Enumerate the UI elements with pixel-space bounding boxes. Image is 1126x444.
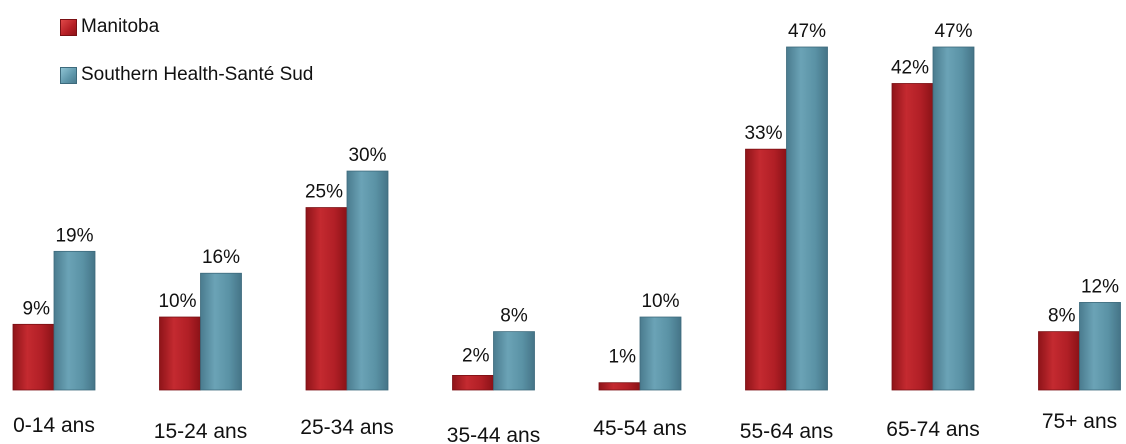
value-label-manitoba-7: 8%: [1048, 306, 1076, 327]
bar-manitoba-2: [305, 207, 348, 391]
bar-southern-health-5: [786, 46, 828, 391]
value-label-southern-health-7: 12%: [1081, 276, 1119, 297]
x-tick-label-3: 35-44 ans: [447, 424, 540, 444]
bar-southern-health-0: [53, 250, 96, 391]
value-label-southern-health-0: 19%: [55, 225, 93, 246]
value-label-manitoba-4: 1%: [609, 347, 637, 368]
legend-label-manitoba: Manitoba: [81, 16, 160, 37]
x-tick-label-6: 65-74 ans: [886, 418, 979, 441]
x-tick-label-2: 25-34 ans: [300, 416, 393, 439]
value-label-manitoba-5: 33%: [744, 123, 782, 144]
bar-manitoba-7: [1038, 331, 1080, 391]
value-label-southern-health-6: 47%: [934, 21, 972, 42]
value-label-southern-health-5: 47%: [788, 21, 826, 42]
bar-manitoba-5: [745, 148, 787, 391]
bar-southern-health-4: [639, 316, 682, 391]
bars-group: [12, 46, 1121, 391]
x-tick-label-4: 45-54 ans: [593, 417, 686, 440]
x-tick-label-7: 75+ ans: [1042, 410, 1117, 433]
value-labels-group: 9%19%10%16%25%30%2%8%1%10%33%47%42%47%8%…: [23, 21, 1120, 368]
legend-item-manitoba: Manitoba: [60, 14, 313, 40]
value-label-southern-health-3: 8%: [500, 306, 528, 327]
legend-swatch-manitoba: [60, 18, 77, 36]
value-label-manitoba-2: 25%: [305, 182, 343, 203]
x-tick-label-1: 15-24 ans: [154, 420, 247, 443]
bar-southern-health-6: [932, 46, 975, 391]
value-label-southern-health-2: 30%: [348, 145, 386, 166]
bar-manitoba-6: [891, 83, 934, 391]
legend-item-southern-health: Southern Health-Santé Sud: [60, 62, 313, 88]
bar-manitoba-4: [598, 382, 641, 391]
bar-manitoba-1: [159, 316, 201, 391]
value-label-southern-health-4: 10%: [641, 291, 679, 312]
bar-manitoba-3: [452, 375, 494, 391]
value-label-manitoba-6: 42%: [891, 57, 929, 78]
x-tick-label-0: 0-14 ans: [13, 414, 95, 437]
legend-swatch-southern-health: [60, 66, 77, 84]
x-axis-labels: 0-14 ans 15-24 ans 25-34 ans 35-44 ans 45-54…: [13, 410, 1117, 444]
bar-southern-health-3: [493, 331, 535, 391]
value-label-manitoba-1: 10%: [158, 291, 196, 312]
bar-manitoba-0: [12, 323, 55, 391]
bar-southern-health-1: [200, 272, 242, 391]
value-label-manitoba-0: 9%: [23, 298, 51, 319]
value-label-southern-health-1: 16%: [202, 247, 240, 268]
bar-southern-health-2: [346, 170, 389, 391]
x-tick-label-5: 55-64 ans: [740, 420, 833, 443]
legend: Manitoba Southern Health-Santé Sud: [60, 14, 313, 110]
legend-label-southern-health: Southern Health-Santé Sud: [81, 64, 314, 85]
value-label-manitoba-3: 2%: [462, 345, 490, 366]
bar-southern-health-7: [1079, 302, 1121, 391]
